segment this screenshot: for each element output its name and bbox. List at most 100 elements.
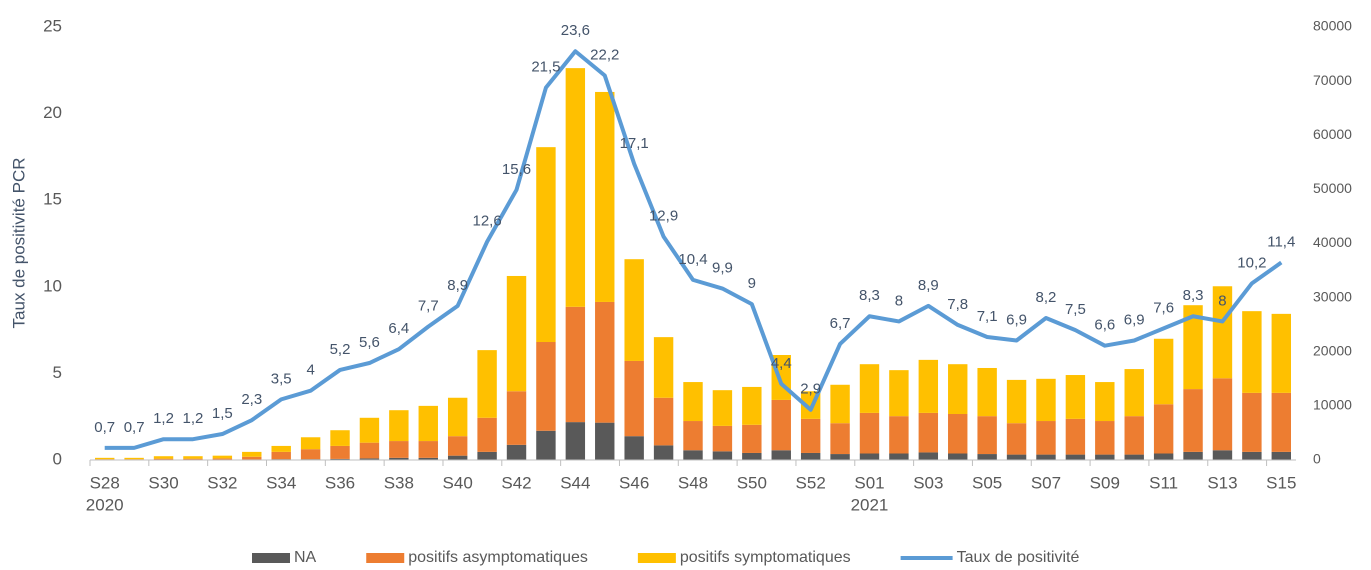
bar-segment — [271, 445, 291, 452]
y-axis-title: Taux de positivité PCR — [9, 157, 28, 328]
y2-tick-label: 20000 — [1313, 342, 1352, 358]
bar-segment — [712, 390, 733, 426]
y-tick-label: 25 — [43, 16, 62, 35]
data-label: 12,6 — [472, 213, 501, 230]
bar-segment — [918, 452, 939, 460]
x-tick-label: S01 — [854, 473, 884, 492]
x-tick-label: S40 — [443, 473, 473, 492]
bar-segment — [859, 453, 880, 460]
data-label: 8 — [1218, 292, 1226, 309]
bar-segment — [595, 422, 615, 460]
bar-segment — [948, 453, 968, 460]
x-tick-label: S44 — [560, 473, 590, 492]
bar-segment — [183, 456, 203, 459]
data-label: 7,1 — [977, 308, 998, 325]
data-label: 5,6 — [359, 334, 380, 351]
x-tick-label: S13 — [1207, 473, 1237, 492]
bar-segment — [742, 452, 762, 460]
bar-segment — [1036, 378, 1056, 422]
data-label: 8,3 — [1183, 287, 1204, 304]
bar-segment — [536, 430, 556, 460]
bar-segment — [359, 458, 380, 460]
bar-segment — [1095, 382, 1115, 422]
data-label: 17,1 — [620, 135, 649, 152]
x-tick-label: S30 — [148, 473, 178, 492]
bar-segment — [918, 412, 939, 453]
x-tick-label: S46 — [619, 473, 649, 492]
x-sublabel: 2020 — [86, 495, 124, 514]
bar-segment — [889, 453, 909, 460]
x-tick-label: S28 — [90, 473, 120, 492]
bar-segment — [95, 457, 115, 460]
bar-segment — [1006, 454, 1027, 460]
bar-segment — [330, 445, 350, 459]
bar-segment — [859, 412, 880, 454]
data-label: 8,9 — [447, 277, 468, 294]
bar-segment — [536, 342, 556, 431]
y2-tick-label: 50000 — [1313, 180, 1352, 196]
bar-segment — [889, 370, 909, 417]
y-tick-label: 10 — [43, 276, 62, 295]
bar-segment — [712, 451, 733, 460]
bar-segment — [624, 360, 644, 437]
bar-segment — [565, 422, 586, 460]
x-tick-label: S11 — [1149, 473, 1178, 492]
bar-segment — [977, 454, 997, 460]
y-tick-label: 5 — [53, 363, 62, 382]
bar-segment — [830, 454, 850, 460]
y2-tick-label: 10000 — [1313, 397, 1352, 413]
line — [104, 49, 1283, 450]
bar-segment — [565, 68, 586, 307]
bar-segment — [1153, 404, 1174, 454]
bar-segment — [1153, 338, 1174, 405]
bar-segment — [124, 457, 144, 460]
data-label: 1,2 — [153, 410, 174, 427]
bar-segment — [595, 301, 615, 423]
bar-segment — [1065, 418, 1086, 455]
data-label: 10,4 — [678, 251, 707, 268]
bar-segment — [447, 455, 468, 460]
bar-segment — [1183, 305, 1203, 390]
data-label: 12,9 — [649, 208, 678, 225]
bar-segment — [1183, 451, 1203, 460]
bar-segment — [1124, 454, 1144, 460]
legend-label: positifs symptomatiques — [680, 549, 851, 566]
bar-segment — [418, 441, 438, 458]
bar-segment — [595, 91, 615, 302]
bar-segment — [1153, 453, 1174, 460]
data-label: 2,3 — [241, 391, 262, 408]
x-tick-label: S09 — [1090, 473, 1120, 492]
bar-segment — [1065, 375, 1086, 419]
data-label: 6,9 — [1124, 311, 1145, 328]
bar-segment — [624, 259, 644, 361]
bar-segment — [683, 382, 703, 422]
bar-segment — [95, 459, 115, 460]
y2-tick-label: 60000 — [1313, 126, 1352, 142]
bar-segment — [1242, 311, 1262, 393]
bar-segment — [359, 442, 380, 459]
bar-segment — [477, 451, 497, 460]
x-sublabel: 2021 — [851, 495, 889, 514]
bar-segment — [418, 405, 438, 442]
y-tick-label: 20 — [43, 103, 62, 122]
data-label: 15,6 — [502, 161, 531, 178]
data-label: 0,7 — [124, 419, 145, 436]
bar-segment — [330, 430, 350, 446]
x-tick-label: S32 — [207, 473, 237, 492]
bar-segment — [1271, 392, 1291, 452]
bar-segment — [977, 367, 997, 417]
data-label: 8 — [895, 292, 903, 309]
x-tick-label: S15 — [1266, 473, 1296, 492]
bar-segment — [771, 450, 791, 460]
bar-segment — [800, 452, 821, 460]
x-tick-label: S03 — [913, 473, 943, 492]
bar-segment — [565, 306, 586, 423]
legend-swatch — [366, 553, 405, 563]
bar-segment — [359, 417, 380, 443]
bar-segment — [389, 441, 409, 458]
bar-segment — [1006, 423, 1027, 455]
bar-segment — [506, 444, 527, 460]
bar-segment — [212, 455, 233, 459]
bar-segment — [389, 410, 409, 442]
